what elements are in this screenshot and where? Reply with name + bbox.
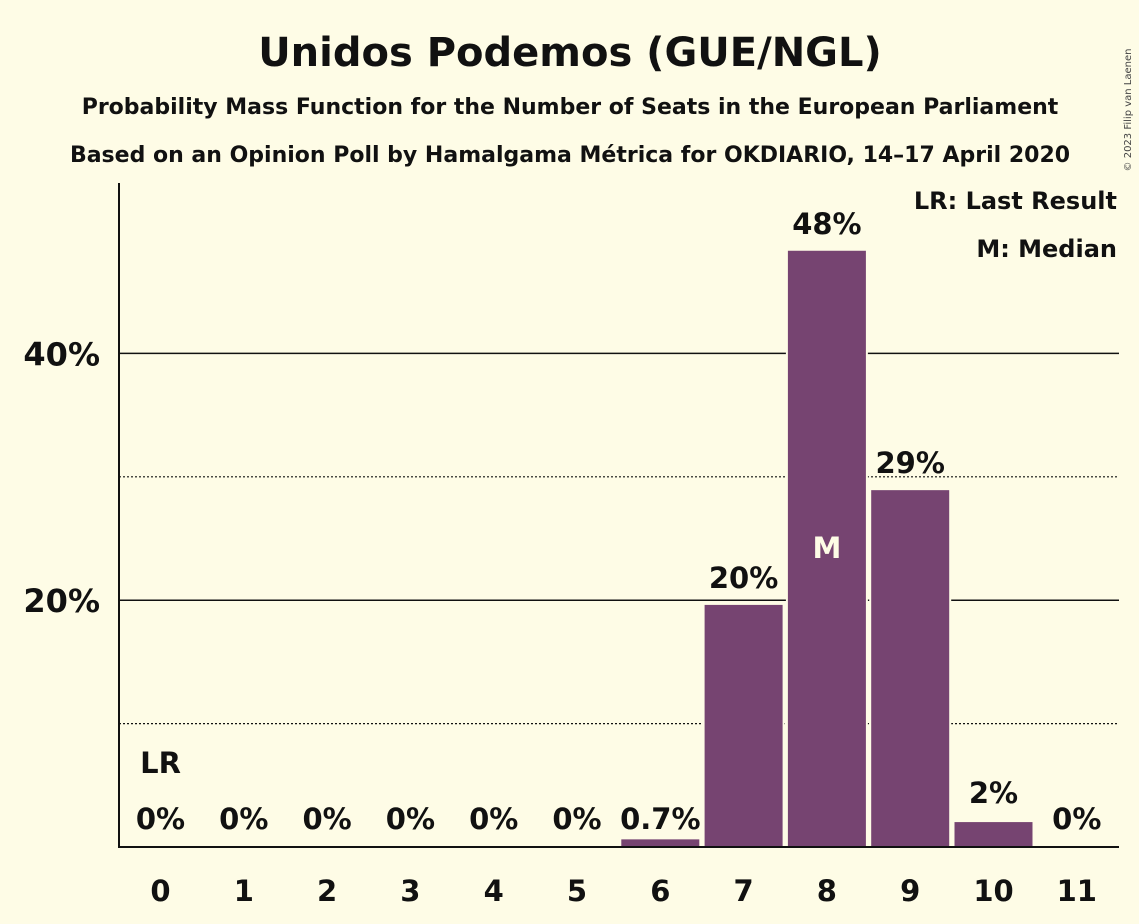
bar-9	[869, 488, 952, 848]
x-tick-label-8: 8	[817, 874, 837, 908]
bar-10	[952, 820, 1035, 848]
value-label-1: 0%	[219, 802, 268, 836]
value-label-0: 0%	[136, 802, 185, 836]
value-label-2: 0%	[302, 802, 351, 836]
last-result-marker: LR	[140, 746, 181, 780]
value-label-3: 0%	[386, 802, 435, 836]
x-tick-label-0: 0	[150, 874, 170, 908]
legend-last-result: LR: Last Result	[914, 187, 1117, 215]
chart-title: Unidos Podemos (GUE/NGL)	[258, 30, 882, 76]
value-label-7: 20%	[709, 561, 778, 595]
value-label-8: 48%	[792, 207, 861, 241]
copyright-note: © 2023 Filip van Laenen	[1123, 49, 1134, 172]
x-tick-label-9: 9	[900, 874, 920, 908]
value-label-6: 0.7%	[620, 802, 700, 836]
x-tick-label-2: 2	[317, 874, 337, 908]
x-tick-label-3: 3	[400, 874, 420, 908]
chart-subtitle: Probability Mass Function for the Number…	[82, 95, 1059, 120]
value-label-9: 29%	[875, 446, 944, 480]
median-marker: M	[812, 531, 841, 565]
x-tick-label-4: 4	[484, 874, 504, 908]
value-label-4: 0%	[469, 802, 518, 836]
value-label-10: 2%	[969, 776, 1018, 810]
y-tick-label-0: 20%	[23, 582, 100, 620]
value-label-11: 0%	[1052, 802, 1101, 836]
x-tick-label-1: 1	[234, 874, 254, 908]
legend-median: M: Median	[976, 235, 1117, 263]
chart-source: Based on an Opinion Poll by Hamalgama Mé…	[70, 143, 1070, 168]
bar-7	[702, 602, 785, 848]
x-tick-label-7: 7	[734, 874, 754, 908]
x-tick-label-11: 11	[1057, 874, 1097, 908]
x-tick-label-10: 10	[973, 874, 1013, 908]
y-tick-label-1: 40%	[23, 335, 100, 373]
x-tick-label-5: 5	[567, 874, 587, 908]
bar-6	[619, 837, 702, 848]
x-tick-label-6: 6	[650, 874, 670, 908]
value-label-5: 0%	[552, 802, 601, 836]
bar-8	[785, 248, 868, 848]
